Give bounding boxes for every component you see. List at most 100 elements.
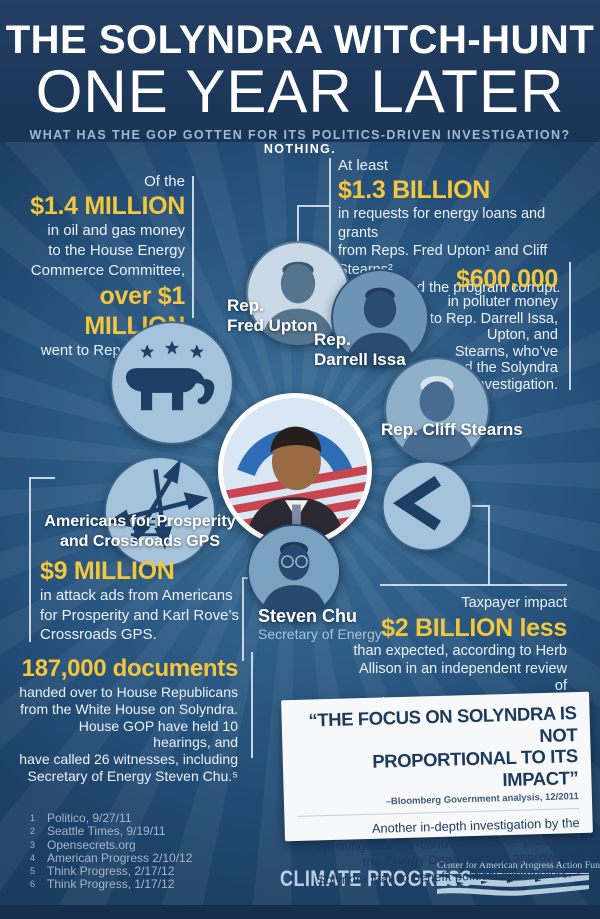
stat-amount: $1.3 BILLION — [338, 176, 490, 204]
footnote-text: Opensecrets.org — [47, 837, 136, 852]
stat-amount: $600,000 — [456, 265, 558, 293]
footnote-number: 2 — [30, 826, 36, 837]
cap-flag-icon — [437, 875, 589, 896]
label-darrell-issa: Rep. Darrell Issa — [314, 330, 406, 370]
bracket-afp-stats — [29, 477, 55, 642]
footnote: 2 Seattle Times, 9/19/11 — [30, 825, 192, 838]
footnote-number: 5 — [30, 866, 36, 877]
stat-line: investigation. — [473, 376, 558, 393]
footnote-number: 3 — [30, 839, 36, 850]
stat-line: from Reps. Fred Upton¹ and Cliff Stearns… — [338, 243, 548, 278]
divider-documents — [251, 652, 253, 758]
footnote: 1 Politico, 9/27/11 — [30, 811, 192, 825]
divider-taxpayer — [380, 584, 567, 586]
stat-amount: $1.4 MILLION — [30, 192, 185, 220]
footnote-number: 4 — [30, 852, 36, 863]
stat-line: Upton, and — [487, 327, 558, 343]
stat-line: from the White House on Solyndra. — [20, 700, 238, 717]
footnote: 4 American Progress 2/10/12 — [30, 850, 193, 865]
portrait-steven-chu-image — [247, 524, 341, 618]
stat-line: Stearns, who’ve — [454, 343, 558, 360]
stat-line: led the Solyndra — [453, 360, 558, 376]
portrait-obama — [218, 393, 372, 547]
stat-amount: $9 MILLION — [40, 557, 175, 585]
footnote-text: Think Progress, 2/17/12 — [47, 864, 175, 879]
afp-acronym: AFP — [132, 514, 168, 534]
subtitle-text: WHAT HAS THE GOP GOTTEN FOR ITS POLITICS… — [29, 128, 571, 142]
label-cliff-stearns: Rep. Cliff Stearns — [381, 420, 523, 439]
label-line: Rep. — [227, 296, 264, 315]
stat-line: than expected, according to Herb — [353, 643, 567, 659]
label-afp-crossroads: Americans for Prosperity and Crossroads … — [5, 512, 275, 552]
climate-progress-logo: CLIMATE PROGRESS — [280, 866, 473, 891]
stat-intro: Of the — [144, 173, 185, 190]
stat-amount: 187,000 documents — [21, 655, 239, 682]
divider-oil-money — [192, 176, 194, 318]
stat-line: to Rep. Darrell Issa, — [429, 310, 558, 327]
stat-line: Commerce Committee, — [30, 262, 185, 279]
divider-polluter-money — [569, 262, 571, 390]
stat-loan-requests: At least $1.3 BILLION in requests for en… — [338, 156, 588, 298]
stat-amount: $2 BILLION less — [381, 614, 567, 642]
stat-intro: At least — [338, 157, 389, 174]
stat-line: Allison in an independent review of — [359, 660, 567, 695]
label-line: Fred Upton — [227, 316, 318, 335]
stat-line: House GOP have held 10 hearings, and — [78, 717, 238, 751]
quote-line: PROPORTIONAL TO ITS IMPACT” — [372, 745, 579, 790]
stat-intro: Taxpayer impact — [461, 595, 567, 611]
footnote-number: 1 — [30, 813, 36, 823]
page-title-line2: ONE YEAR LATER — [35, 58, 565, 125]
label-steven-chu: Steven Chu Secretary of Energy — [258, 606, 382, 642]
cap-action-fund-logo: Center for American Progress Action Fund — [437, 860, 600, 905]
footnote-number: 6 — [30, 879, 36, 890]
footnote-text: Politico, 9/27/11 — [47, 811, 132, 825]
portrait-fred-upton-image — [246, 241, 350, 345]
stat-documents: 187,000 documents handed over to House R… — [18, 654, 238, 785]
stat-line: to the House Energy — [48, 242, 185, 259]
stat-line: in polluter money — [447, 294, 558, 310]
portrait-cliff-stearns-image — [384, 357, 490, 463]
subtitle-emphasis: NOTHING. — [263, 142, 337, 156]
footnote: 6 Think Progress, 1/17/12 — [30, 878, 192, 891]
header: THE SOLYNDRA WITCH-HUNT ONE YEAR LATER W… — [0, 0, 600, 156]
gop-elephant-icon — [110, 321, 234, 445]
portrait-cliff-stearns — [384, 357, 490, 463]
stat-attack-ads: $9 MILLION in attack ads from Americans … — [40, 556, 255, 645]
person-name: Steven Chu — [258, 606, 358, 626]
stat-line: in attack ads from Americans — [40, 587, 233, 604]
stat-line: have called 26 witnesses, including — [19, 751, 238, 768]
header-subtitle: WHAT HAS THE GOP GOTTEN FOR ITS POLITICS… — [0, 128, 600, 156]
divider-loan-requests — [329, 158, 331, 264]
stat-line: for Prosperity and Karl Rove’s — [40, 606, 239, 624]
stat-line: handed over to House Republicans — [19, 684, 238, 700]
footer-strip — [0, 905, 600, 919]
label-line: Rep. — [314, 330, 351, 349]
footnote: 5 Think Progress, 2/17/12 — [30, 865, 192, 878]
stat-line: Crossroads GPS. — [40, 626, 157, 643]
label-line: Darrell Issa — [314, 350, 406, 369]
less-than-icon — [382, 461, 472, 551]
person-title: Secretary of Energy — [258, 626, 382, 642]
footnote-list: 1 Politico, 9/27/11 2 Seattle Times, 9/19/… — [30, 811, 193, 892]
footnote: 3 Opensecrets.org — [30, 837, 192, 852]
label-fred-upton: Rep. Fred Upton — [227, 296, 318, 336]
footnote-text: Think Progress, 1/17/12 — [47, 877, 175, 892]
portrait-steven-chu — [247, 524, 341, 618]
portrait-fred-upton — [246, 241, 350, 345]
cap-action-fund-name: Center for American Progress Action Fund — [437, 860, 600, 874]
portrait-obama-image — [223, 398, 367, 542]
page-title-line1: THE SOLYNDRA WITCH-HUNT — [5, 18, 595, 62]
stat-line: in oil and gas money — [47, 222, 185, 239]
quote-box: “THE FOCUS ON SOLYNDRA IS NOT PROPORTION… — [281, 691, 593, 887]
stat-line: Secretary of Energy Steven Chu.⁵ — [27, 767, 238, 784]
afp-crossroads-icon: AFP — [104, 456, 216, 568]
label-line: Americans for Prosperity — [44, 513, 236, 530]
footnote-text: Seattle Times, 9/19/11 — [47, 824, 166, 839]
footnote-text: American Progress 2/10/12 — [47, 850, 193, 865]
stat-line: in requests for energy loans and grants — [338, 206, 546, 241]
portrait-darrell-issa — [331, 269, 429, 367]
portrait-darrell-issa-image — [331, 269, 429, 367]
connector-upton — [297, 205, 329, 243]
connector-less-than — [468, 505, 490, 586]
stat-polluter-money: $600,000 in polluter money to Rep. Darre… — [408, 264, 558, 393]
